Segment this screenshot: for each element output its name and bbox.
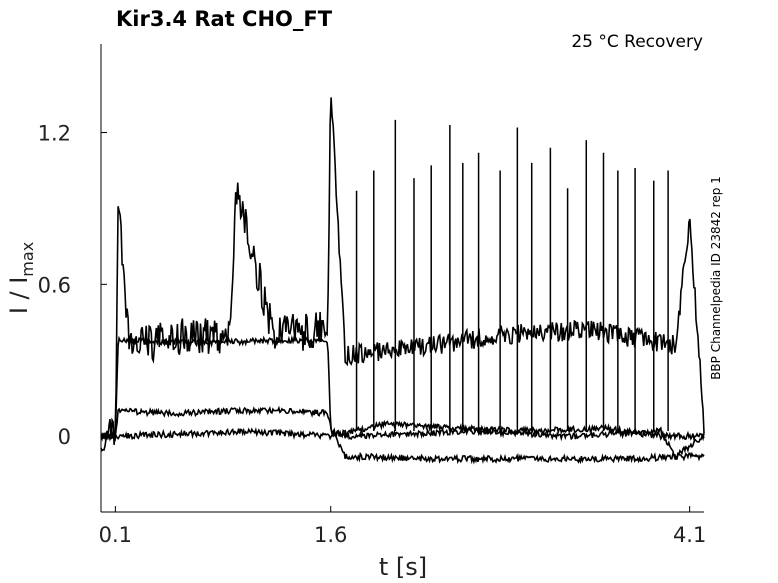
y-tick-label: 1.2 xyxy=(38,122,71,146)
y-tick-label: 0 xyxy=(58,425,71,449)
condition-label: 25 °C Recovery xyxy=(571,32,703,52)
trace-4 xyxy=(100,419,705,442)
y-ticks: 0 0.6 1.2 xyxy=(38,122,107,449)
x-axis-label: t [s] xyxy=(379,553,427,581)
x-ticks: 0.1 1.6 4.1 xyxy=(99,506,706,547)
y-tick-label: 0.6 xyxy=(38,273,71,297)
x-tick-label: 4.1 xyxy=(673,523,706,547)
trace-1 xyxy=(100,97,705,452)
chart-title: Kir3.4 Rat CHO_FT xyxy=(116,7,333,31)
x-tick-label: 0.1 xyxy=(99,523,132,547)
trace-2 xyxy=(100,334,705,460)
y-axis-label-main: I / I xyxy=(5,277,33,315)
y-axis-label: I / Imax xyxy=(5,242,37,314)
trace-3 xyxy=(100,405,705,465)
side-id-label: BBP Channelpedia ID 23842 rep 1 xyxy=(709,176,723,380)
y-axis-label-subscript: max xyxy=(18,242,37,277)
plot-traces xyxy=(100,97,705,465)
x-tick-label: 1.6 xyxy=(314,523,347,547)
